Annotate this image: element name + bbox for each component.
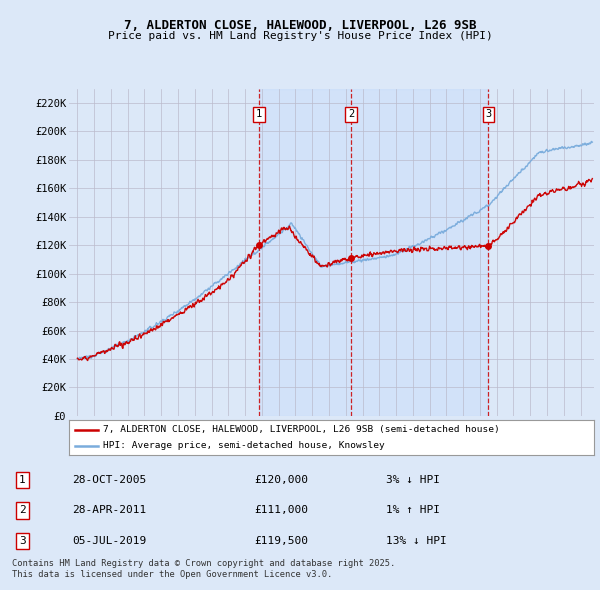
Text: 3: 3	[485, 109, 491, 119]
Text: 7, ALDERTON CLOSE, HALEWOOD, LIVERPOOL, L26 9SB: 7, ALDERTON CLOSE, HALEWOOD, LIVERPOOL, …	[124, 19, 476, 32]
Text: 7, ALDERTON CLOSE, HALEWOOD, LIVERPOOL, L26 9SB (semi-detached house): 7, ALDERTON CLOSE, HALEWOOD, LIVERPOOL, …	[103, 425, 500, 434]
Text: £120,000: £120,000	[254, 476, 308, 486]
Text: 3: 3	[19, 536, 26, 546]
Text: 1: 1	[256, 109, 262, 119]
Text: 13% ↓ HPI: 13% ↓ HPI	[386, 536, 447, 546]
Text: 2: 2	[19, 506, 26, 516]
Bar	[259, 88, 488, 416]
Text: 3% ↓ HPI: 3% ↓ HPI	[386, 476, 440, 486]
Text: HPI: Average price, semi-detached house, Knowsley: HPI: Average price, semi-detached house,…	[103, 441, 385, 450]
Text: 2: 2	[348, 109, 354, 119]
Text: 1: 1	[19, 476, 26, 486]
Text: Contains HM Land Registry data © Crown copyright and database right 2025.
This d: Contains HM Land Registry data © Crown c…	[12, 559, 395, 579]
Text: 1% ↑ HPI: 1% ↑ HPI	[386, 506, 440, 516]
Text: 05-JUL-2019: 05-JUL-2019	[73, 536, 147, 546]
Text: £111,000: £111,000	[254, 506, 308, 516]
Text: 28-OCT-2005: 28-OCT-2005	[73, 476, 147, 486]
Text: £119,500: £119,500	[254, 536, 308, 546]
Text: Price paid vs. HM Land Registry's House Price Index (HPI): Price paid vs. HM Land Registry's House …	[107, 31, 493, 41]
Text: 28-APR-2011: 28-APR-2011	[73, 506, 147, 516]
